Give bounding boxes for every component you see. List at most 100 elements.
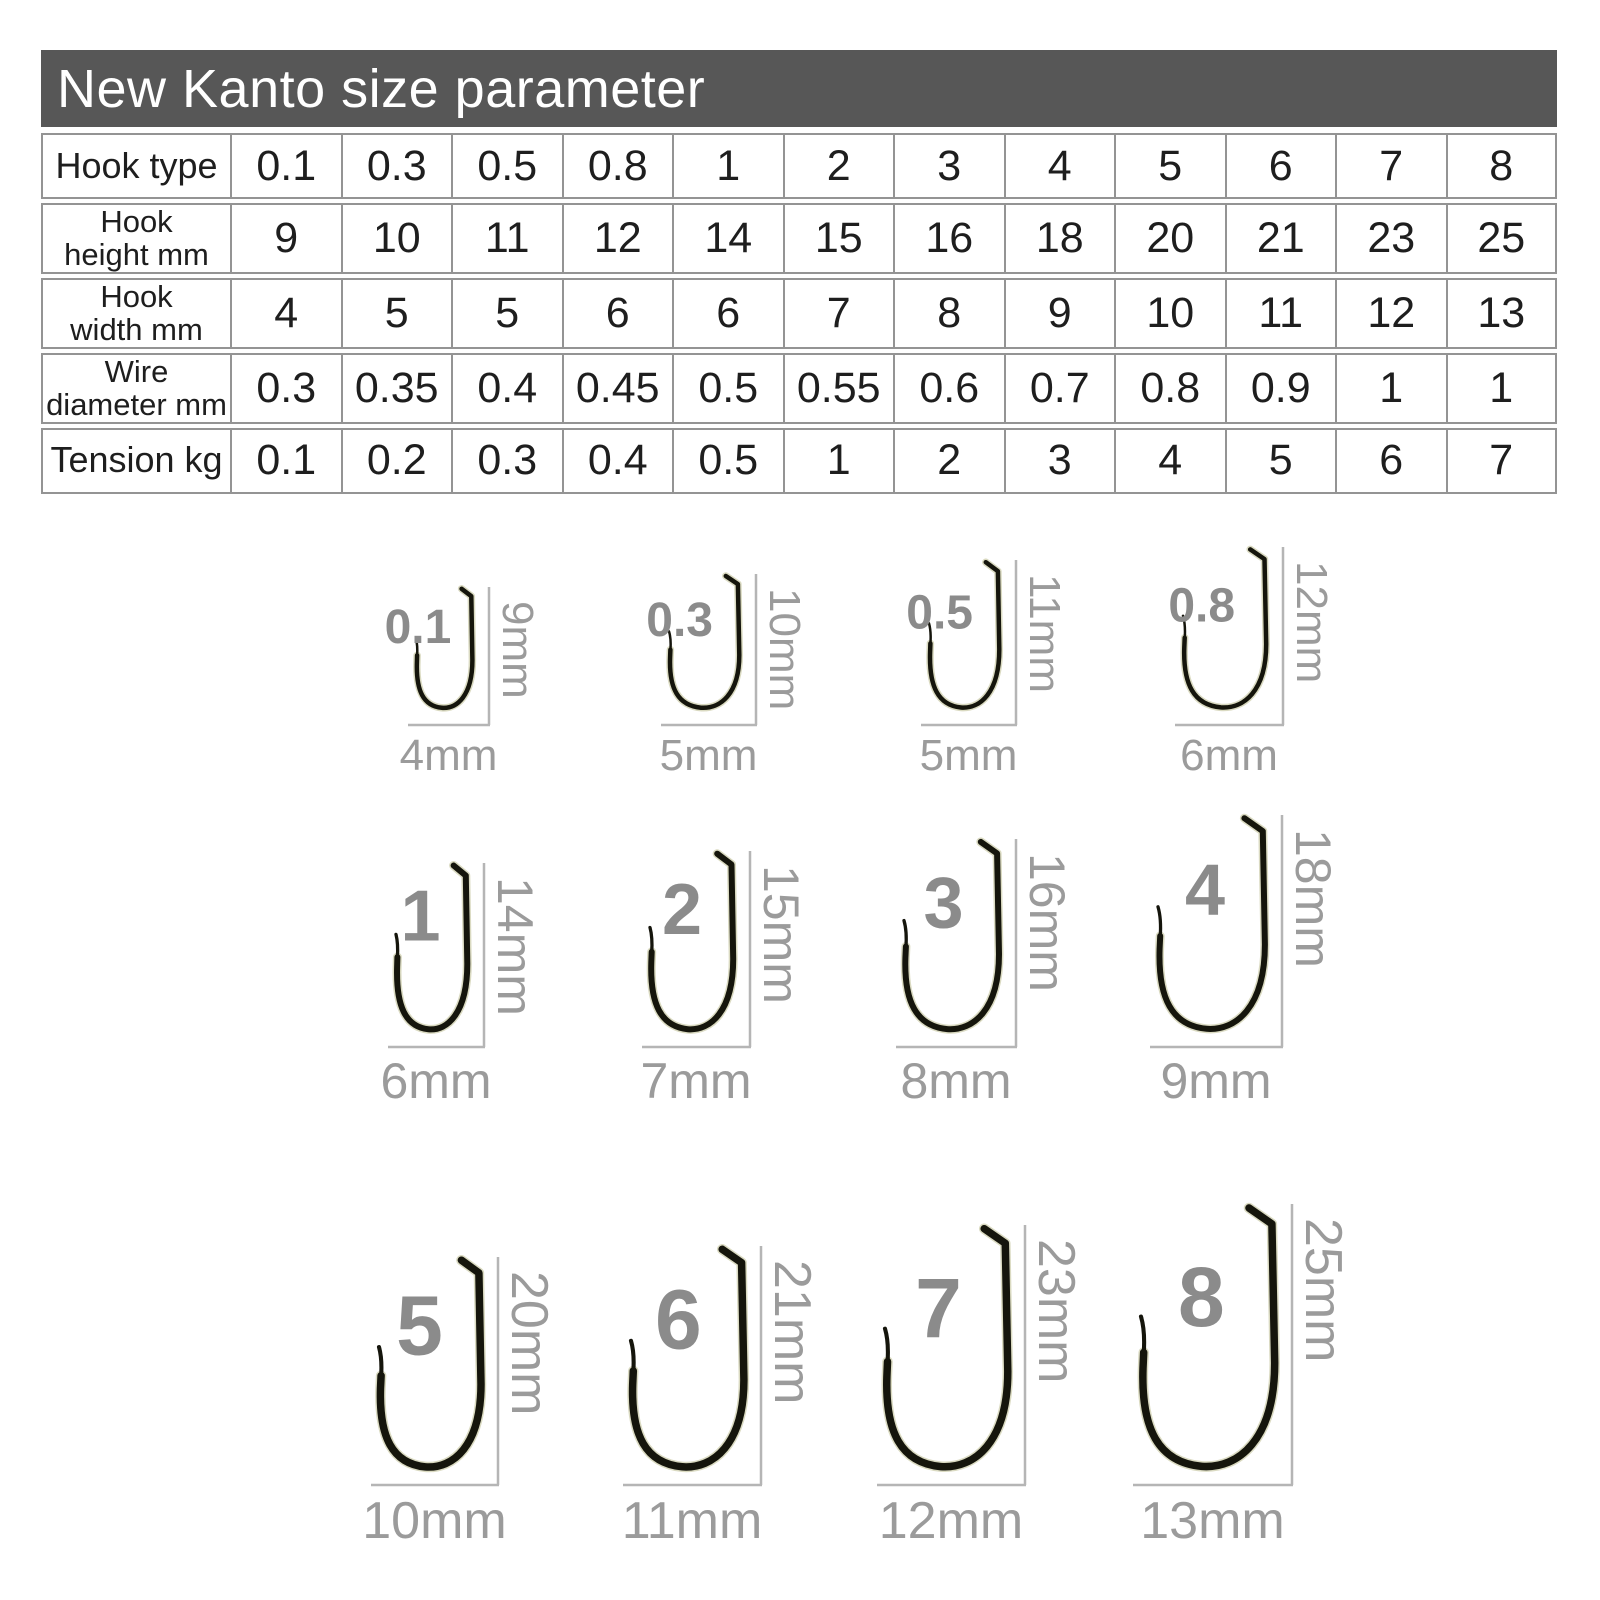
- hook-type-label: 0.1: [385, 601, 452, 654]
- table-cell: 12: [1336, 277, 1447, 349]
- table-cell: 7: [1446, 427, 1557, 494]
- hook-point: [901, 918, 908, 950]
- table-cell: 13: [1446, 277, 1557, 349]
- table-cell: 0.1: [231, 133, 342, 199]
- row-label: Hook type: [41, 133, 231, 199]
- hook-diagram-7: 7 23mm 12mm: [876, 1223, 1085, 1550]
- table-cell: 9: [231, 203, 342, 274]
- table-cell: 1: [1336, 352, 1447, 424]
- hook-width-label: 13mm: [1140, 1492, 1284, 1550]
- hook-height-label: 18mm: [1285, 829, 1341, 968]
- hook-height-label: 14mm: [487, 877, 543, 1016]
- hook-width-label: 7mm: [640, 1053, 751, 1109]
- hook-diagram-6: 6 21mm 11mm: [622, 1244, 821, 1550]
- hook-type-label: 4: [1184, 850, 1224, 930]
- hook-point: [647, 925, 654, 955]
- hook-height-label: 10mm: [760, 588, 809, 710]
- hook-shape: [901, 838, 1002, 1033]
- hook-height-label: 16mm: [1019, 853, 1075, 992]
- hook-width-label: 11mm: [622, 1492, 763, 1550]
- row-label: Hook width mm: [41, 277, 231, 349]
- hook-point: [376, 1345, 384, 1379]
- hook-height-label: 21mm: [763, 1260, 821, 1404]
- table-cell: 1: [783, 427, 894, 494]
- table-cell: 3: [894, 133, 1005, 199]
- hook-point: [1181, 614, 1186, 640]
- table-cell: 10: [1115, 277, 1226, 349]
- table-cell: 4: [1004, 133, 1115, 199]
- table-cell: 23: [1336, 203, 1447, 274]
- hook-shape: [393, 862, 470, 1033]
- title-bar: New Kanto size parameter: [41, 50, 1557, 127]
- table-cell: 11: [1225, 277, 1336, 349]
- hook-height-label: 11mm: [1020, 574, 1069, 693]
- table-cell: 5: [1225, 427, 1336, 494]
- table-cell: 1: [673, 133, 784, 199]
- hook-shape: [927, 559, 1002, 710]
- hook-height-label: 12mm: [1287, 561, 1336, 683]
- table-cell: 5: [1115, 133, 1226, 199]
- hook-height-label: 9mm: [493, 601, 542, 699]
- hook-diagram-4: 4 18mm 9mm: [1149, 813, 1341, 1109]
- table-cell: 0.3: [231, 352, 342, 424]
- table-cell: 10: [341, 203, 452, 274]
- hook-type-label: 5: [396, 1279, 443, 1373]
- table-cell: 11: [452, 203, 563, 274]
- hook-width-label: 6mm: [1180, 731, 1278, 780]
- table-cell: 15: [783, 203, 894, 274]
- hook-type-label: 3: [923, 863, 963, 943]
- hook-type-label: 6: [655, 1273, 702, 1367]
- table-row-0: Hook type 0.1 0.3 0.5 0.8 1 2 3 4 5 6 7 8: [41, 133, 1557, 199]
- hook-shape: [376, 1256, 485, 1471]
- table-cell: 0.3: [452, 427, 563, 494]
- hook-type-label: 7: [915, 1261, 962, 1355]
- hook-diagram-0.1: 0.1 9mm 4mm: [385, 585, 542, 780]
- hook-width-label: 10mm: [362, 1492, 506, 1550]
- table-cell: 0.55: [783, 352, 894, 424]
- table-cell: 0.3: [341, 133, 452, 199]
- table-cell: 5: [452, 277, 563, 349]
- table-cell: 6: [562, 277, 673, 349]
- hook-width-label: 5mm: [920, 731, 1018, 780]
- hook-shape: [1181, 547, 1268, 710]
- hook-width-label: 4mm: [400, 731, 498, 780]
- table-cell: 21: [1225, 203, 1336, 274]
- hook-width-label: 6mm: [380, 1053, 491, 1109]
- table-cell: 0.2: [341, 427, 452, 494]
- table-cell: 16: [894, 203, 1005, 274]
- hook-diagram-3: 3 16mm 8mm: [895, 837, 1075, 1109]
- table-cell: 0.9: [1225, 352, 1336, 424]
- table-cell: 3: [1004, 427, 1115, 494]
- hook-width-label: 5mm: [660, 731, 758, 780]
- hook-height-label: 25mm: [1294, 1218, 1352, 1362]
- page-title: New Kanto size parameter: [57, 58, 706, 119]
- table-cell: 1: [1446, 352, 1557, 424]
- table-cell: 0.7: [1004, 352, 1115, 424]
- hook-point: [393, 932, 399, 960]
- table-cell: 18: [1004, 203, 1115, 274]
- row-label: Hook height mm: [41, 203, 231, 274]
- table-cell: 0.45: [562, 352, 673, 424]
- table-cell: 4: [231, 277, 342, 349]
- table-cell: 6: [1225, 133, 1336, 199]
- hook-point: [927, 622, 932, 646]
- table-cell: 0.5: [673, 427, 784, 494]
- hook-point: [1155, 905, 1162, 939]
- hook-shape: [1139, 1204, 1279, 1471]
- table-cell: 0.4: [562, 427, 673, 494]
- size-table-body: Hook type 0.1 0.3 0.5 0.8 1 2 3 4 5 6 7 8 Hook height …: [41, 133, 1557, 494]
- table-cell: 0.5: [673, 352, 784, 424]
- hook-shape: [647, 850, 736, 1033]
- hook-width-label: 9mm: [1160, 1053, 1271, 1109]
- table-cell: 9: [1004, 277, 1115, 349]
- table-cell: 0.8: [1115, 352, 1226, 424]
- hook-type-label: 8: [1178, 1250, 1225, 1344]
- hook-width-label: 8mm: [900, 1053, 1011, 1109]
- table-cell: 12: [562, 203, 673, 274]
- hook-point: [882, 1326, 890, 1365]
- hook-shape: [414, 586, 475, 711]
- table-cell: 20: [1115, 203, 1226, 274]
